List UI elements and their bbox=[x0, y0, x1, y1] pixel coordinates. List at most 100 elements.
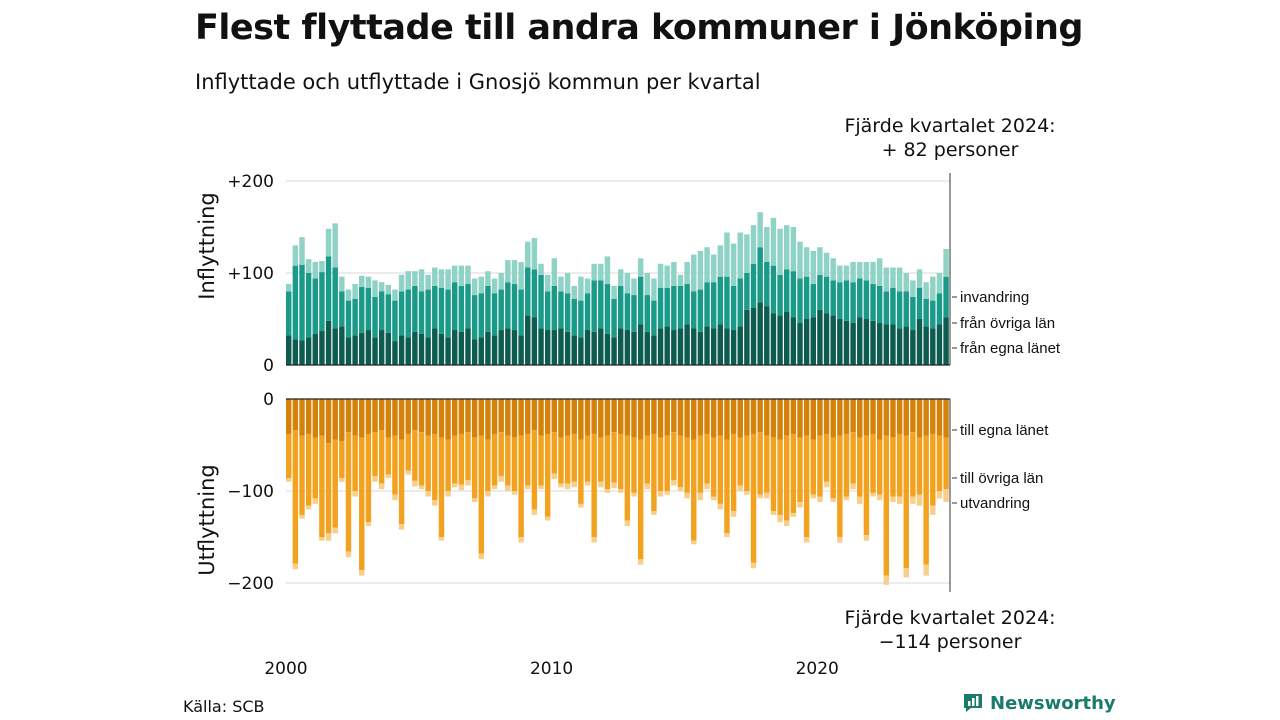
bar-in-0-99 bbox=[943, 317, 949, 365]
bar-in-0-70 bbox=[750, 307, 757, 365]
bar-in-0-77 bbox=[797, 322, 803, 365]
bar-out-1-44 bbox=[578, 439, 584, 504]
bar-out-1-61 bbox=[691, 439, 697, 541]
bar-out-0-74 bbox=[777, 399, 783, 440]
bar-out-2-90 bbox=[883, 575, 890, 585]
bar-in-0-22 bbox=[432, 328, 438, 365]
bar-out-1-11 bbox=[359, 437, 365, 571]
bar-out-0-76 bbox=[790, 399, 797, 434]
bar-in-2-35 bbox=[518, 261, 524, 290]
bar-in-1-4 bbox=[312, 278, 318, 334]
bar-out-1-54 bbox=[644, 435, 650, 484]
bar-out-0-7 bbox=[332, 399, 338, 440]
bar-out-2-5 bbox=[319, 537, 325, 541]
bar-in-0-17 bbox=[398, 335, 405, 365]
bar-in-2-40 bbox=[551, 258, 558, 286]
bar-in-2-30 bbox=[485, 271, 491, 286]
bar-in-0-26 bbox=[458, 331, 465, 365]
bar-out-0-19 bbox=[412, 399, 418, 431]
bar-in-1-23 bbox=[438, 287, 445, 334]
bar-in-0-25 bbox=[452, 330, 458, 365]
bar-out-1-74 bbox=[777, 439, 783, 515]
bar-in-1-45 bbox=[584, 293, 591, 331]
ytick-out-2: −200 bbox=[227, 574, 274, 594]
bar-out-1-71 bbox=[757, 432, 763, 495]
bar-in-0-5 bbox=[319, 330, 325, 365]
bar-in-2-16 bbox=[392, 289, 398, 301]
bar-out-0-52 bbox=[631, 399, 637, 438]
bar-out-2-99 bbox=[943, 489, 949, 503]
bar-in-0-31 bbox=[491, 335, 498, 365]
bar-in-0-43 bbox=[571, 335, 577, 365]
bar-out-2-30 bbox=[485, 491, 491, 497]
bar-in-0-3 bbox=[305, 337, 312, 365]
bar-in-2-85 bbox=[850, 261, 856, 283]
bar-in-2-26 bbox=[458, 265, 465, 286]
bar-in-1-98 bbox=[936, 293, 943, 325]
bar-out-2-6 bbox=[325, 533, 332, 541]
bar-out-0-6 bbox=[325, 399, 332, 444]
bar-in-1-94 bbox=[910, 296, 916, 331]
bar-out-1-65 bbox=[717, 435, 724, 504]
bar-in-1-76 bbox=[790, 271, 797, 318]
bar-in-1-65 bbox=[717, 276, 724, 325]
bar-out-0-20 bbox=[418, 399, 425, 433]
bar-out-2-17 bbox=[398, 524, 405, 530]
bar-out-0-72 bbox=[764, 399, 770, 436]
bar-in-1-60 bbox=[684, 284, 690, 325]
bar-out-0-94 bbox=[910, 399, 916, 433]
bar-in-2-42 bbox=[564, 273, 571, 294]
bar-in-2-51 bbox=[624, 273, 631, 294]
bar-out-1-42 bbox=[564, 435, 571, 484]
bar-in-0-1 bbox=[292, 339, 299, 365]
bar-out-1-18 bbox=[405, 433, 411, 471]
bar-out-1-59 bbox=[677, 435, 684, 488]
bar-in-2-77 bbox=[797, 241, 803, 279]
bar-in-0-81 bbox=[823, 313, 830, 365]
bar-out-0-45 bbox=[584, 399, 591, 436]
bar-in-2-64 bbox=[710, 254, 717, 283]
bar-out-2-2 bbox=[299, 514, 305, 519]
bar-out-1-7 bbox=[332, 439, 338, 528]
bar-in-1-2 bbox=[299, 264, 305, 341]
bar-out-1-87 bbox=[863, 435, 870, 536]
bar-in-0-15 bbox=[385, 332, 392, 365]
bar-out-2-73 bbox=[770, 511, 777, 515]
bar-in-2-7 bbox=[332, 223, 338, 268]
xtick-0: 2000 bbox=[264, 659, 307, 679]
bar-in-2-67 bbox=[730, 243, 737, 286]
bar-out-0-79 bbox=[810, 399, 816, 440]
bar-out-2-93 bbox=[903, 568, 909, 578]
bar-in-0-93 bbox=[903, 326, 909, 365]
bar-in-1-57 bbox=[664, 287, 670, 327]
bar-in-1-48 bbox=[604, 284, 611, 334]
bar-in-1-67 bbox=[730, 285, 737, 331]
bar-in-2-24 bbox=[445, 269, 451, 290]
bar-out-1-50 bbox=[618, 433, 624, 490]
bar-out-0-10 bbox=[352, 399, 358, 436]
bar-in-2-57 bbox=[664, 265, 670, 288]
bar-out-0-84 bbox=[843, 399, 850, 434]
bar-out-2-84 bbox=[843, 496, 850, 501]
bar-out-2-53 bbox=[637, 559, 644, 565]
bar-in-0-39 bbox=[544, 330, 551, 365]
bar-out-1-19 bbox=[412, 430, 418, 481]
top-annotation-line2: + 82 personer bbox=[881, 139, 1019, 161]
bar-out-2-55 bbox=[651, 511, 657, 515]
bar-out-2-81 bbox=[823, 481, 830, 488]
bar-in-2-25 bbox=[452, 265, 458, 283]
bar-in-2-3 bbox=[305, 259, 312, 273]
bar-in-0-97 bbox=[930, 328, 936, 365]
bar-out-0-33 bbox=[505, 399, 511, 436]
bar-in-1-59 bbox=[677, 285, 684, 329]
bar-out-0-85 bbox=[850, 399, 856, 433]
bar-out-0-66 bbox=[724, 399, 730, 440]
bar-out-1-97 bbox=[930, 433, 936, 506]
bar-out-0-35 bbox=[518, 399, 524, 436]
bar-out-2-37 bbox=[531, 509, 538, 515]
bar-out-2-86 bbox=[857, 496, 863, 504]
bar-in-2-17 bbox=[398, 274, 405, 292]
bar-in-2-27 bbox=[465, 265, 471, 285]
bar-in-1-36 bbox=[525, 267, 531, 316]
bar-in-2-69 bbox=[744, 234, 750, 273]
